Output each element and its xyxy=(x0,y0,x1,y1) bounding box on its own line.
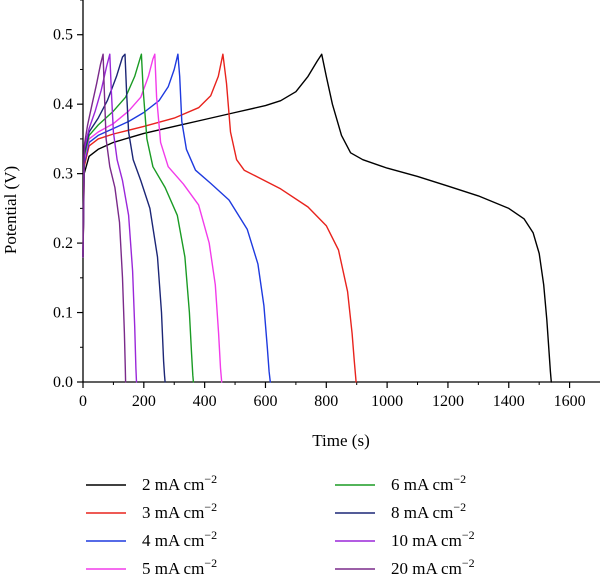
legend-label: 20 mA cm−2 xyxy=(391,556,475,578)
series-line xyxy=(82,53,195,383)
x-tick-label: 600 xyxy=(253,393,277,410)
legend: 2 mA cm−2 3 mA cm−2 4 mA cm−2 5 mA cm−2 6 mA… xyxy=(86,472,475,578)
x-tick-label: 800 xyxy=(314,393,338,410)
series-line xyxy=(82,53,166,383)
legend-label-superscript: −2 xyxy=(204,500,217,514)
x-axis-title: Time (s) xyxy=(312,431,369,450)
series-line xyxy=(82,53,138,383)
y-tick-label: 0.3 xyxy=(53,166,73,183)
legend-label: 4 mA cm−2 xyxy=(142,528,217,550)
y-tick-label: 0.5 xyxy=(53,27,73,44)
legend-label: 2 mA cm−2 xyxy=(142,472,217,494)
x-tick-label: 1600 xyxy=(554,393,586,410)
x-tick-label: 1400 xyxy=(493,393,525,410)
legend-label-superscript: −2 xyxy=(453,500,466,514)
series-line xyxy=(82,53,223,383)
legend-label: 6 mA cm−2 xyxy=(391,472,466,494)
legend-label-superscript: −2 xyxy=(462,556,475,570)
series-line xyxy=(82,53,271,383)
y-tick-label: 0.4 xyxy=(53,96,73,113)
x-tick-label: 1200 xyxy=(432,393,464,410)
plot-area: 0 200 400 600 800 1000 1200 1400 1600 0.0 0.1 0.2 0.… xyxy=(53,0,600,410)
legend-label: 10 mA cm−2 xyxy=(391,528,475,550)
y-axis-title: Potential (V) xyxy=(1,166,20,254)
legend-label-superscript: −2 xyxy=(462,528,475,542)
x-tick-label: 1000 xyxy=(371,393,403,410)
x-tick-label: 0 xyxy=(79,393,87,410)
legend-label-superscript: −2 xyxy=(204,472,217,486)
series-line xyxy=(82,53,127,383)
series-line xyxy=(82,53,552,383)
legend-label: 8 mA cm−2 xyxy=(391,500,466,522)
y-tick-label: 0.1 xyxy=(53,305,73,322)
legend-label-superscript: −2 xyxy=(453,472,466,486)
legend-label-superscript: −2 xyxy=(204,556,217,570)
x-tick-label: 400 xyxy=(193,393,217,410)
legend-label-superscript: −2 xyxy=(204,528,217,542)
y-tick-label: 0.0 xyxy=(53,374,73,391)
y-tick-label: 0.2 xyxy=(53,235,73,252)
legend-label: 3 mA cm−2 xyxy=(142,500,217,522)
legend-label: 5 mA cm−2 xyxy=(142,556,217,578)
x-tick-label: 200 xyxy=(132,393,156,410)
